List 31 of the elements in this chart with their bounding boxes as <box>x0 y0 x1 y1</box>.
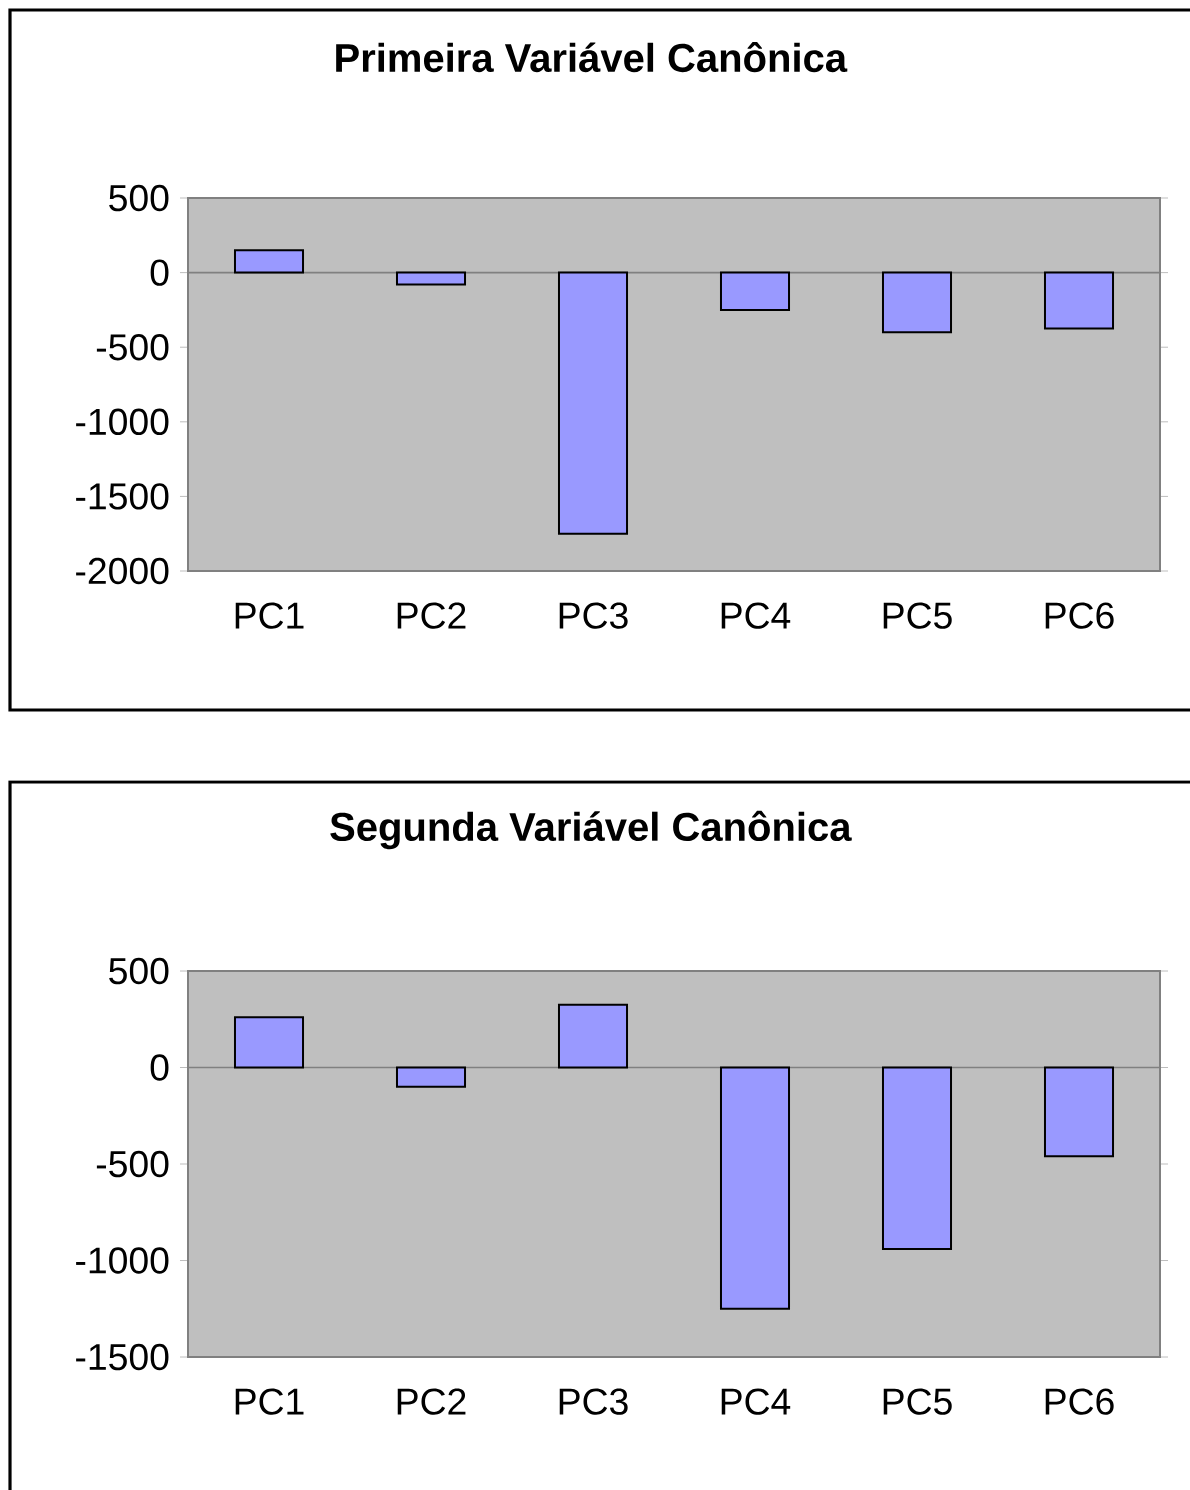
bar <box>233 1016 305 1069</box>
x-tick-label: PC1 <box>235 1388 304 1415</box>
x-tick-label: PC2 <box>397 602 466 629</box>
y-tick-label: 0 <box>150 259 169 286</box>
x-tick-label: PC3 <box>559 1388 628 1415</box>
y-tick-label: -1000 <box>76 408 169 436</box>
x-tick-label: PC6 <box>1045 1388 1114 1415</box>
y-tick-label: -500 <box>96 334 169 361</box>
chart-title: Segunda Variável Canônica <box>330 810 852 850</box>
bar <box>557 1003 629 1069</box>
bar <box>719 1066 791 1310</box>
x-tick-label: PC1 <box>235 602 304 629</box>
chart-title: Primeira Variável Canônica <box>336 41 848 73</box>
x-tick-label: PC5 <box>883 1388 952 1415</box>
x-tick-label: PC5 <box>883 602 952 629</box>
bar <box>395 1066 467 1088</box>
y-tick-label: -2000 <box>76 557 169 585</box>
y-tick-label: -1000 <box>76 1247 169 1274</box>
y-tick-label: 0 <box>150 1054 169 1081</box>
bar <box>1043 1066 1115 1158</box>
x-tick-label: PC4 <box>721 602 791 629</box>
bar <box>881 1066 953 1250</box>
y-tick-label: -1500 <box>76 1343 169 1371</box>
y-tick-label: 500 <box>109 957 169 985</box>
y-tick-label: -500 <box>96 1150 169 1178</box>
x-tick-label: PC3 <box>559 602 628 629</box>
y-tick-label: -1500 <box>76 483 169 510</box>
x-tick-label: PC4 <box>721 1388 791 1415</box>
y-tick-label: 500 <box>109 184 169 212</box>
x-tick-label: PC2 <box>397 1388 466 1415</box>
x-tick-label: PC6 <box>1045 602 1114 629</box>
